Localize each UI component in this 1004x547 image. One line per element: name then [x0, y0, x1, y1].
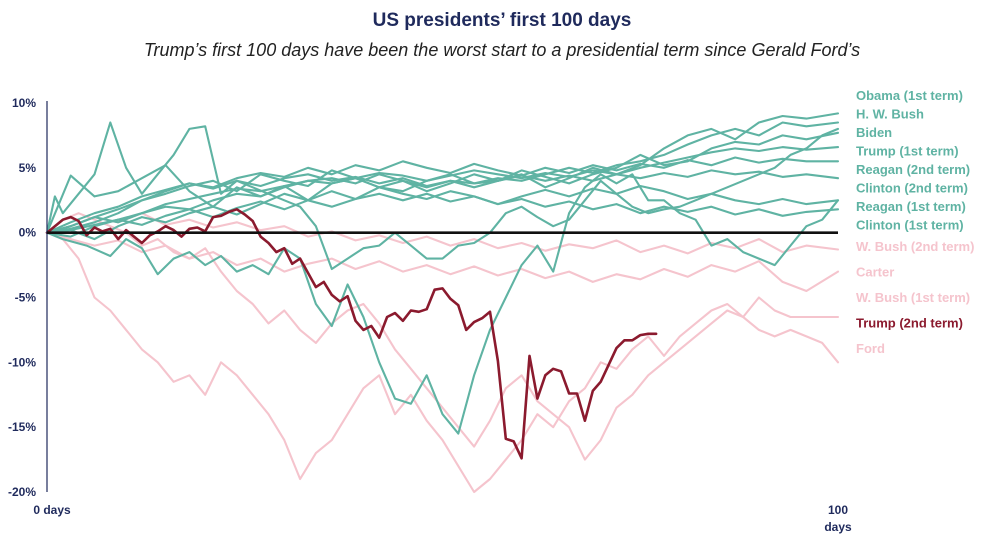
series-line-clinton-1st-term: [45, 192, 840, 238]
x-tick-label-start: 0 days: [33, 503, 71, 517]
series-line-w-bush-1st-term: [45, 231, 840, 494]
y-tick-label: 5%: [19, 161, 37, 175]
y-tick-label: -15%: [8, 420, 36, 434]
series-line-reagan-1st-term: [45, 184, 840, 241]
series-layer: [45, 112, 840, 494]
series-label: Reagan (2nd term): [856, 162, 970, 177]
series-label: H. W. Bush: [856, 107, 924, 122]
series-line-unlabeled-13: [45, 121, 840, 271]
y-tick-label: -5%: [15, 291, 37, 305]
series-label: Clinton (1st term): [856, 218, 964, 233]
y-tick-label: 10%: [12, 96, 36, 110]
axis-layer: 10% 5% 0% -5% -10% -15% -20% 0 days 100 days: [8, 96, 852, 534]
series-line-trump-2nd-term: [45, 208, 658, 460]
chart-subtitle: Trump’s first 100 days have been the wor…: [143, 40, 861, 60]
x-tick-label-end: 100: [828, 503, 848, 517]
series-line-clinton-2nd-term: [45, 169, 840, 234]
series-line-trump-1st-term: [45, 146, 840, 234]
y-tick-label: 0%: [19, 226, 37, 240]
series-label: Biden: [856, 125, 892, 140]
chart-title: US presidents’ first 100 days: [372, 10, 632, 31]
series-labels: Obama (1st term) H. W. Bush Biden Trump (1s…: [856, 88, 974, 356]
series-label: Carter: [856, 265, 894, 280]
series-label: Clinton (2nd term): [856, 181, 968, 196]
series-line-carter: [45, 231, 840, 293]
series-line-unlabeled-12: [45, 173, 840, 435]
series-label: W. Bush (1st term): [856, 290, 970, 305]
series-label: Reagan (1st term): [856, 199, 966, 214]
series-label: Ford: [856, 341, 885, 356]
y-tick-label: -10%: [8, 355, 36, 369]
series-label: W. Bush (2nd term): [856, 239, 974, 254]
series-line-ford: [45, 212, 840, 461]
series-label: Obama (1st term): [856, 88, 963, 103]
y-tick-label: -20%: [8, 485, 36, 499]
series-label: Trump (2nd term): [856, 316, 963, 331]
series-line-w-bush-2nd-term: [45, 212, 840, 255]
series-label: Trump (1st term): [856, 144, 959, 159]
x-tick-label-end-unit: days: [824, 520, 852, 534]
